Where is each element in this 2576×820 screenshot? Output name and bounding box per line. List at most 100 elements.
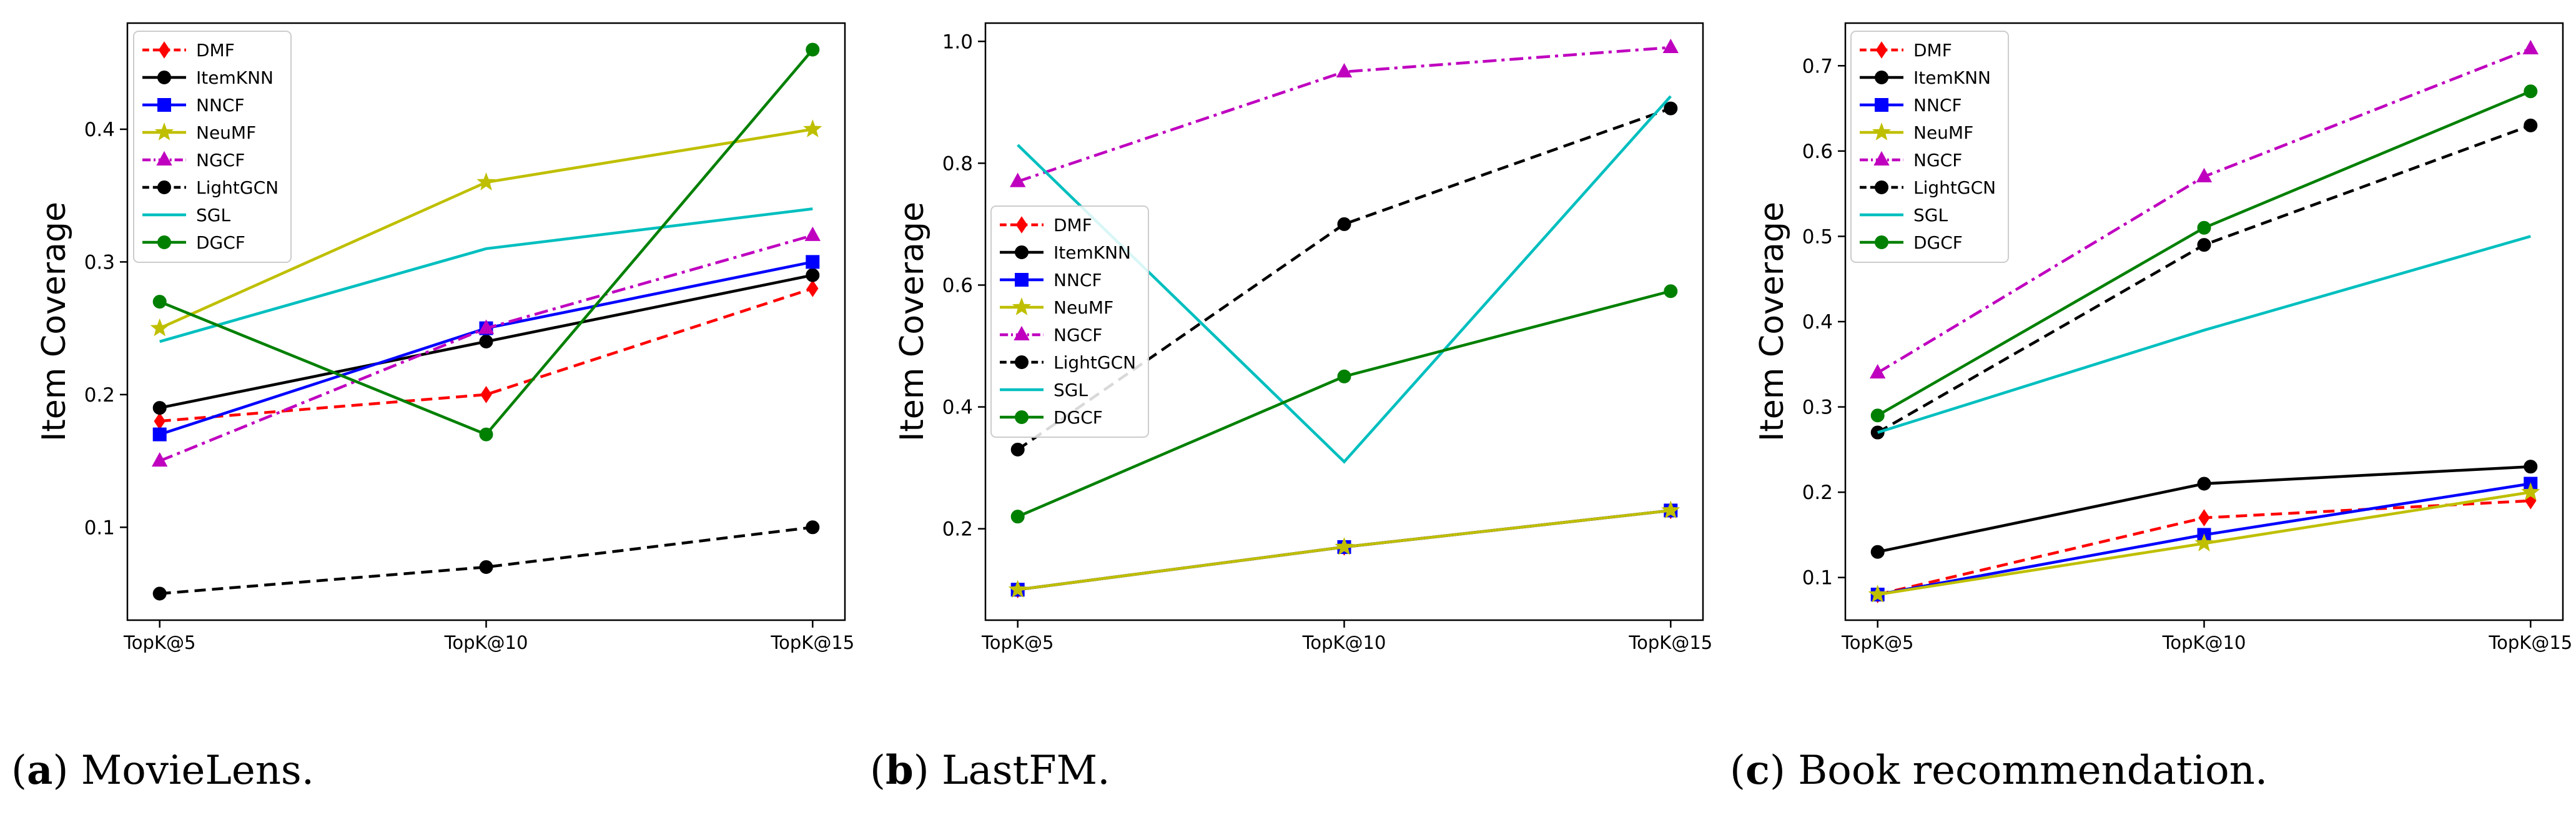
y-tick-label: 0.1 xyxy=(84,516,115,539)
legend-box xyxy=(990,205,1149,438)
panel-lastfm: Item Coverage 0.2 0.4 0.6 0.8 1.0 TopK@5 TopK@1… xyxy=(894,22,1712,653)
data-point-ngcf xyxy=(1662,38,1679,54)
data-point-itemknn xyxy=(2197,477,2211,491)
data-point-itemknn xyxy=(479,334,493,348)
data-point-nncf xyxy=(806,255,820,269)
data-point-dgcf xyxy=(2197,220,2211,235)
caption-a-letter: a xyxy=(26,747,53,794)
legend-label-dmf: DMF xyxy=(196,40,235,61)
x-tick-label: TopK@5 xyxy=(981,632,1054,653)
legend-label-ngcf: NGCF xyxy=(1054,325,1102,345)
legend-marker-dmf xyxy=(1015,216,1028,234)
legend-marker-neumf xyxy=(154,122,174,141)
legend-marker-dgcf xyxy=(157,235,171,249)
caption-b-text: ) LastFM. xyxy=(913,748,1110,794)
y-axis-label: Item Coverage xyxy=(1754,202,1791,442)
series-ngcf xyxy=(152,226,821,467)
legend-marker-nncf xyxy=(1015,273,1029,287)
caption-b-open: ( xyxy=(870,748,886,794)
data-point-ngcf xyxy=(804,226,821,241)
legend-marker-lightgcn xyxy=(1875,180,1888,194)
series-neumf xyxy=(1008,500,1680,598)
legend-label-neumf: NeuMF xyxy=(1054,297,1113,318)
data-point-ngcf xyxy=(2196,167,2213,182)
legend-marker-itemknn xyxy=(157,71,171,84)
series-sgl xyxy=(159,207,813,343)
data-point-itemknn xyxy=(152,401,167,415)
series-dgcf xyxy=(1870,84,2538,423)
data-point-dgcf xyxy=(1870,408,1885,423)
panel-book-recommendation: Item Coverage 0.1 0.2 0.3 0.4 0.5 0.6 0.7 TopK@5… xyxy=(1754,22,2572,653)
legend-marker-itemknn xyxy=(1015,245,1029,259)
data-point-itemknn xyxy=(1870,545,1885,559)
series-sgl xyxy=(1877,235,2531,434)
legend-label-lightgcn: LightGCN xyxy=(1054,352,1136,373)
legend-label-itemknn: ItemKNN xyxy=(1054,242,1131,263)
data-point-lightgcn xyxy=(1010,442,1025,457)
y-tick-label: 0.5 xyxy=(1802,225,1833,248)
legend-box xyxy=(1850,31,2009,263)
series-itemknn xyxy=(152,268,820,415)
y-tick-label: 0.4 xyxy=(1802,311,1833,333)
series-line-ngcf xyxy=(1017,46,1671,183)
series-line-dmf xyxy=(159,287,813,423)
legend-marker-ngcf xyxy=(1014,325,1030,340)
legend-label-nncf: NNCF xyxy=(196,95,245,116)
legend: DMF ItemKNN NNCF NeuMF NGCF LightGCN SGL DGCF xyxy=(1850,31,2009,263)
legend-label-lightgcn: LightGCN xyxy=(196,177,279,198)
data-point-dgcf xyxy=(2524,84,2538,99)
caption-a-text: ) MovieLens. xyxy=(52,748,315,794)
legend-label-dgcf: DGCF xyxy=(1054,407,1103,428)
data-point-lightgcn xyxy=(2524,118,2538,132)
y-tick-label: 0.1 xyxy=(1802,567,1833,590)
data-point-neumf xyxy=(1868,585,1887,603)
legend-marker-ngcf xyxy=(156,151,172,165)
series-itemknn xyxy=(1870,460,2538,559)
data-point-neumf xyxy=(2521,482,2540,501)
series-neumf xyxy=(1868,482,2540,603)
data-point-dmf xyxy=(807,280,819,297)
y-tick-label: 0.6 xyxy=(1802,141,1833,163)
data-point-neumf xyxy=(1008,580,1027,598)
legend-marker-lightgcn xyxy=(157,180,171,194)
caption-c-open: ( xyxy=(1730,748,1745,794)
caption-c-letter: c xyxy=(1745,747,1770,794)
data-point-dmf xyxy=(480,386,492,403)
data-point-ngcf xyxy=(152,452,168,467)
legend-marker-itemknn xyxy=(1875,71,1888,84)
caption-c: (c) Book recommendation. xyxy=(1730,747,2268,794)
legend-marker-lightgcn xyxy=(1015,355,1029,369)
y-tick-label: 0.6 xyxy=(942,274,973,297)
y-tick-label: 0.3 xyxy=(84,251,115,274)
legend-label-ngcf: NGCF xyxy=(1913,150,1962,170)
legend-label-dmf: DMF xyxy=(1913,40,1952,61)
data-point-lightgcn xyxy=(1870,425,1885,440)
caption-c-text: ) Book recommendation. xyxy=(1769,748,2268,794)
legend-marker-neumf xyxy=(1012,297,1032,315)
legend: DMF ItemKNN NNCF NeuMF NGCF LightGCN SGL DGCF xyxy=(133,31,292,263)
y-tick-label: 1.0 xyxy=(942,31,973,53)
data-point-lightgcn xyxy=(1337,217,1351,231)
data-point-dgcf xyxy=(1664,284,1678,299)
legend-label-neumf: NeuMF xyxy=(196,122,256,143)
data-point-neumf xyxy=(803,119,822,137)
data-point-dgcf xyxy=(479,427,493,442)
series-lightgcn xyxy=(1870,118,2538,440)
legend-label-neumf: NeuMF xyxy=(1913,122,1973,143)
caption-a: (a) MovieLens. xyxy=(11,747,314,794)
y-tick-label: 0.3 xyxy=(1802,397,1833,419)
data-point-neumf xyxy=(476,172,496,190)
series-neumf xyxy=(150,119,822,337)
legend-box xyxy=(133,31,292,263)
legend-label-ngcf: NGCF xyxy=(196,150,245,170)
data-point-dgcf xyxy=(806,42,820,57)
data-point-dmf xyxy=(2198,509,2210,526)
data-point-lightgcn xyxy=(479,560,493,575)
data-point-neumf xyxy=(1661,500,1680,519)
legend-label-nncf: NNCF xyxy=(1054,270,1102,290)
x-tick-label: TopK@15 xyxy=(1628,632,1712,653)
data-point-ngcf xyxy=(1336,62,1353,78)
legend-label-itemknn: ItemKNN xyxy=(196,67,274,88)
series-dmf xyxy=(1872,492,2537,603)
x-tick-label: TopK@10 xyxy=(444,632,528,653)
